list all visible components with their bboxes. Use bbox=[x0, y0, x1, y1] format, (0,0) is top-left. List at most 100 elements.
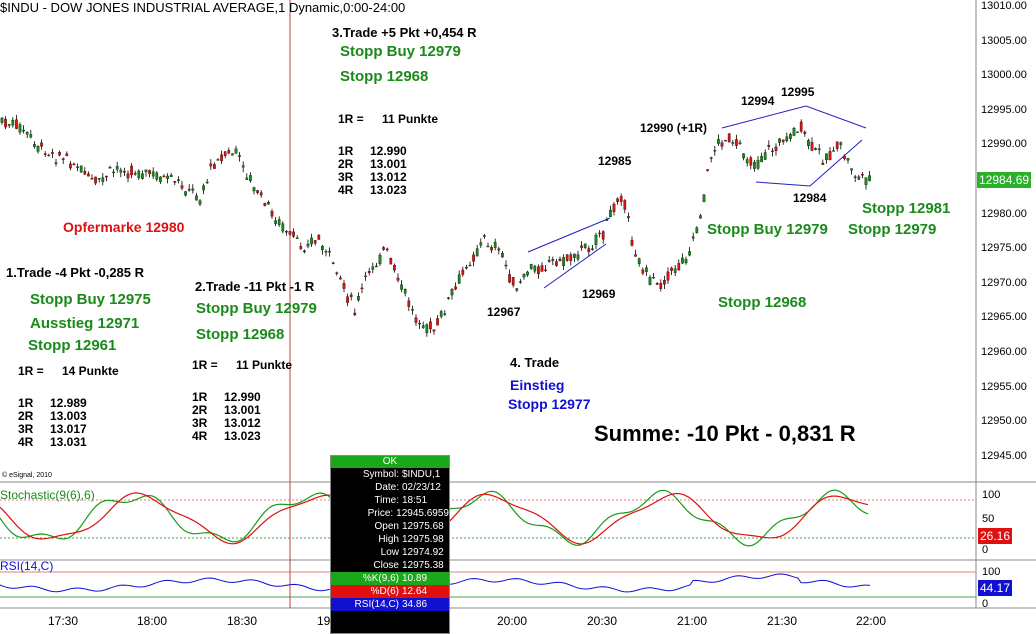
data-window[interactable]: OK Symbol: $INDU,1 Date: 02/23/12 Time: 18:51… bbox=[330, 455, 450, 634]
price-axis-tick: 12960.00 bbox=[981, 346, 1027, 358]
price-axis-tick: 12980.00 bbox=[981, 207, 1027, 220]
trade1-r-label: 1R = bbox=[18, 364, 44, 378]
candle-body bbox=[162, 175, 166, 178]
candle-body bbox=[475, 248, 479, 257]
candle-body bbox=[83, 171, 87, 175]
candle-body bbox=[695, 227, 699, 233]
candle-body bbox=[537, 266, 540, 275]
candle-body bbox=[29, 134, 33, 138]
price-axis-tick: 13005.00 bbox=[981, 34, 1027, 47]
candle-body bbox=[191, 188, 195, 191]
channel-lower-1 bbox=[543, 243, 607, 289]
candle-body bbox=[810, 142, 814, 151]
candle-body bbox=[313, 240, 317, 244]
time-axis-tick: 18:00 bbox=[137, 614, 168, 628]
candle-body bbox=[468, 264, 472, 267]
candle-body bbox=[367, 271, 371, 273]
candle-body bbox=[601, 231, 605, 240]
candle-body bbox=[486, 245, 490, 248]
trade2-level-value: 12.990 bbox=[224, 390, 261, 404]
candle-body bbox=[36, 146, 40, 152]
candle-body bbox=[504, 264, 508, 267]
candle-body bbox=[213, 164, 216, 169]
candle-body bbox=[609, 209, 612, 217]
data-window-row: Time: 18:51 bbox=[331, 494, 449, 507]
candle-body bbox=[274, 220, 277, 224]
candle-body bbox=[706, 169, 709, 171]
trade2-level-name: 2R bbox=[192, 403, 208, 417]
candle-body bbox=[850, 168, 853, 171]
price-axis-tick: 12995.00 bbox=[981, 103, 1027, 116]
rsi-label[interactable]: RSI(14,C) bbox=[0, 559, 54, 573]
candle-body bbox=[195, 195, 198, 201]
candle-body bbox=[637, 258, 641, 264]
candle-body bbox=[799, 121, 803, 132]
price-axis-tick: 12950.00 bbox=[981, 415, 1027, 428]
candle-body bbox=[205, 181, 209, 184]
candle-body bbox=[461, 269, 465, 275]
candlestick-series bbox=[0, 114, 871, 337]
candle-body bbox=[735, 139, 738, 146]
candle-body bbox=[51, 152, 54, 154]
candle-body bbox=[551, 259, 555, 261]
data-window-rsi-value: 34.86 bbox=[402, 599, 428, 610]
candle-body bbox=[15, 119, 18, 129]
candle-body bbox=[511, 277, 515, 286]
summary-total: Summe: -10 Pkt - 0,831 R bbox=[594, 421, 856, 446]
candle-body bbox=[342, 283, 346, 289]
candle-body bbox=[774, 146, 778, 151]
candle-body bbox=[97, 178, 101, 180]
candle-body bbox=[853, 176, 857, 178]
candle-body bbox=[353, 312, 357, 316]
candle-body bbox=[490, 247, 493, 251]
data-window-k-value: 10.89 bbox=[402, 573, 428, 584]
candle-body bbox=[436, 318, 439, 326]
candle-body bbox=[306, 243, 310, 247]
candle-body bbox=[630, 239, 634, 246]
candle-body bbox=[7, 124, 11, 126]
candle-body bbox=[141, 173, 144, 179]
candle-body bbox=[256, 190, 259, 193]
candle-body bbox=[303, 250, 306, 253]
trade1-level-name: 1R bbox=[18, 396, 34, 410]
candle-body bbox=[105, 175, 108, 178]
candle-body bbox=[396, 277, 400, 281]
candle-body bbox=[443, 313, 447, 315]
candle-body bbox=[699, 215, 702, 219]
data-window-row: Close 12975.38 bbox=[331, 559, 449, 572]
candle-body bbox=[18, 124, 22, 133]
candle-body bbox=[623, 200, 627, 210]
candle-body bbox=[119, 169, 123, 173]
price-label-12969: 12969 bbox=[582, 287, 616, 301]
data-window-key: Date: bbox=[375, 482, 399, 493]
candle-body bbox=[115, 166, 119, 170]
data-window-d-row: %D(6) 12.64 bbox=[331, 585, 449, 598]
candle-body bbox=[565, 254, 569, 261]
data-window-ok-button[interactable]: OK bbox=[331, 456, 449, 468]
candle-body bbox=[173, 181, 177, 183]
candle-body bbox=[868, 175, 871, 182]
candle-body bbox=[465, 267, 468, 269]
candle-body bbox=[709, 157, 713, 159]
right-stopp-12979: Stopp 12979 bbox=[848, 221, 937, 238]
stochastic-label[interactable]: Stochastic(9(6),6) bbox=[0, 488, 95, 502]
rsi-tick-0: 0 bbox=[982, 598, 989, 610]
candle-body bbox=[785, 136, 789, 141]
trade3-level-name: 1R bbox=[338, 144, 354, 158]
candle-body bbox=[33, 144, 36, 147]
candle-body bbox=[407, 300, 411, 307]
candle-body bbox=[497, 248, 501, 251]
candle-body bbox=[79, 165, 83, 173]
candle-body bbox=[151, 171, 155, 177]
candle-body bbox=[0, 117, 4, 123]
candle-body bbox=[238, 155, 241, 157]
candle-body bbox=[439, 311, 443, 317]
right-stopp-buy-12979: Stopp Buy 12979 bbox=[707, 221, 828, 238]
candle-body bbox=[540, 265, 544, 272]
candle-body bbox=[864, 177, 868, 185]
candle-body bbox=[727, 133, 731, 143]
candle-body bbox=[587, 248, 591, 253]
data-window-row: Low 12974.92 bbox=[331, 546, 449, 559]
data-window-value: $INDU,1 bbox=[402, 469, 441, 480]
